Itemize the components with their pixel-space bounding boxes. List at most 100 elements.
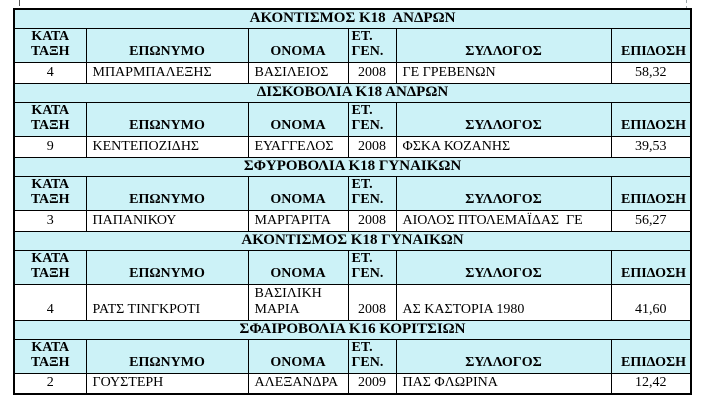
col-header-year: ΕΤ. ΓΕΝ. (347, 27, 397, 63)
cell-name: ΒΑΣΙΛΙΚΗ ΜΑΡΙΑ (247, 283, 349, 321)
col-header-surname: ΕΠΩΝΥΜΟ (85, 249, 249, 285)
column-header-row: ΚΑΤΑ ΤΑΞΗ ΕΠΩΝΥΜΟ ΟΝΟΜΑ ΕΤ. ΓΕΝ. ΣΥΛΛΟΓΟΣ … (13, 338, 692, 374)
col-header-year: ΕΤ. ΓΕΝ. (347, 101, 397, 137)
col-header-year-line2: ΓΕΝ. (351, 354, 384, 370)
col-header-name: ΟΝΟΜΑ (247, 338, 349, 374)
col-header-year-line2: ΓΕΝ. (351, 265, 384, 281)
cell-year: 2008 (347, 61, 397, 84)
cell-year: 2009 (347, 372, 397, 395)
col-header-year-line1: ΕΤ. (351, 176, 373, 192)
col-header-name: ΟΝΟΜΑ (247, 27, 349, 63)
col-header-year: ΕΤ. ΓΕΝ. (347, 175, 397, 211)
col-header-rank-line1: ΚΑΤΑ (31, 339, 70, 355)
col-header-club: ΣΥΛΛΟΓΟΣ (395, 338, 612, 374)
results-table: ΑΚΟΝΤΙΣΜΟΣ Κ18 ΑΝΔΡΩΝ ΚΑΤΑ ΤΑΞΗ ΕΠΩΝΥΜΟ Ο… (13, 8, 693, 395)
col-header-rank-line1: ΚΑΤΑ (31, 250, 70, 266)
page-break-mark (686, 0, 687, 9)
cell-performance: 58,32 (610, 61, 692, 84)
col-header-rank-line1: ΚΑΤΑ (31, 102, 70, 118)
column-header-row: ΚΑΤΑ ΤΑΞΗ ΕΠΩΝΥΜΟ ΟΝΟΜΑ ΕΤ. ΓΕΝ. ΣΥΛΛΟΓΟΣ … (13, 249, 692, 285)
column-header-row: ΚΑΤΑ ΤΑΞΗ ΕΠΩΝΥΜΟ ΟΝΟΜΑ ΕΤ. ΓΕΝ. ΣΥΛΛΟΓΟΣ … (13, 175, 692, 211)
cell-surname: ΠΑΠΑΝΙΚΟΥ (85, 209, 249, 232)
cell-surname: ΚΕΝΤΕΠΟΖΙΔΗΣ (85, 135, 249, 158)
result-row: 9 ΚΕΝΤΕΠΟΖΙΔΗΣ ΕΥΑΓΓΕΛΟΣ 2008 ΦΣΚΑ ΚΟΖΑΝ… (13, 135, 692, 158)
col-header-surname: ΕΠΩΝΥΜΟ (85, 338, 249, 374)
col-header-surname: ΕΠΩΝΥΜΟ (85, 27, 249, 63)
cell-performance: 56,27 (610, 209, 692, 232)
col-header-club: ΣΥΛΛΟΓΟΣ (395, 249, 612, 285)
result-row: 4 ΡΑΤΣ ΤΙΝΓΚΡΟΤΙ ΒΑΣΙΛΙΚΗ ΜΑΡΙΑ 2008 ΑΣ … (13, 283, 692, 321)
col-header-club: ΣΥΛΛΟΓΟΣ (395, 175, 612, 211)
col-header-rank-line1: ΚΑΤΑ (31, 176, 70, 192)
section-title-row: ΔΙΣΚΟΒΟΛΙΑ Κ18 ΑΝΔΡΩΝ (13, 82, 692, 103)
col-header-year: ΕΤ. ΓΕΝ. (347, 249, 397, 285)
cell-rank: 4 (13, 283, 87, 321)
cell-club: ΑΣ ΚΑΣΤΟΡΙΑ 1980 (395, 283, 612, 321)
col-header-surname: ΕΠΩΝΥΜΟ (85, 101, 249, 137)
event-title: ΑΚΟΝΤΙΣΜΟΣ Κ18 ΑΝΔΡΩΝ (13, 8, 692, 29)
result-row: 4 ΜΠΑΡΜΠΑΛΕΞΗΣ ΒΑΣΙΛΕΙΟΣ 2008 ΓΕ ΓΡΕΒΕΝΩ… (13, 61, 692, 84)
col-header-rank-line2: ΤΑΞΗ (31, 265, 70, 281)
cell-surname: ΓΟΥΣΤΕΡΗ (85, 372, 249, 395)
cell-rank: 9 (13, 135, 87, 158)
col-header-rank-line2: ΤΑΞΗ (31, 43, 70, 59)
section-title-row: ΑΚΟΝΤΙΣΜΟΣ Κ18 ΑΝΔΡΩΝ (13, 8, 692, 29)
result-row: 2 ΓΟΥΣΤΕΡΗ ΑΛΕΞΑΝΔΡΑ 2009 ΠΑΣ ΦΛΩΡΙΝΑ 12… (13, 372, 692, 395)
col-header-rank: ΚΑΤΑ ΤΑΞΗ (13, 249, 87, 285)
col-header-performance: ΕΠΙΔΟΣΗ (610, 27, 692, 63)
cell-club: ΓΕ ΓΡΕΒΕΝΩΝ (395, 61, 612, 84)
col-header-club: ΣΥΛΛΟΓΟΣ (395, 27, 612, 63)
col-header-year-line1: ΕΤ. (351, 250, 373, 266)
cell-year: 2008 (347, 135, 397, 158)
col-header-name: ΟΝΟΜΑ (247, 101, 349, 137)
cell-year: 2008 (347, 209, 397, 232)
cell-surname: ΜΠΑΡΜΠΑΛΕΞΗΣ (85, 61, 249, 84)
cell-year: 2008 (347, 283, 397, 321)
cell-rank: 3 (13, 209, 87, 232)
cell-club: ΠΑΣ ΦΛΩΡΙΝΑ (395, 372, 612, 395)
col-header-year-line2: ΓΕΝ. (351, 43, 384, 59)
col-header-rank: ΚΑΤΑ ΤΑΞΗ (13, 338, 87, 374)
col-header-year-line1: ΕΤ. (351, 102, 373, 118)
col-header-club: ΣΥΛΛΟΓΟΣ (395, 101, 612, 137)
col-header-surname: ΕΠΩΝΥΜΟ (85, 175, 249, 211)
col-header-rank-line2: ΤΑΞΗ (31, 354, 70, 370)
cell-performance: 12,42 (610, 372, 692, 395)
cell-name: ΕΥΑΓΓΕΛΟΣ (247, 135, 349, 158)
col-header-year: ΕΤ. ΓΕΝ. (347, 338, 397, 374)
section-title-row: ΑΚΟΝΤΙΣΜΟΣ Κ18 ΓΥΝΑΙΚΩΝ (13, 230, 692, 251)
cell-club: ΑΙΟΛΟΣ ΠΤΟΛΕΜΑΪΔΑΣ ΓΕ (395, 209, 612, 232)
col-header-rank-line2: ΤΑΞΗ (31, 117, 70, 133)
column-header-row: ΚΑΤΑ ΤΑΞΗ ΕΠΩΝΥΜΟ ΟΝΟΜΑ ΕΤ. ΓΕΝ. ΣΥΛΛΟΓΟΣ … (13, 101, 692, 137)
section-title-row: ΣΦΑΙΡΟΒΟΛΙΑ Κ16 ΚΟΡΙΤΣΙΩΝ (13, 319, 692, 340)
section-title-row: ΣΦΥΡΟΒΟΛΙΑ Κ18 ΓΥΝΑΙΚΩΝ (13, 156, 692, 177)
event-title: ΣΦΑΙΡΟΒΟΛΙΑ Κ16 ΚΟΡΙΤΣΙΩΝ (13, 319, 692, 340)
col-header-name: ΟΝΟΜΑ (247, 175, 349, 211)
col-header-rank: ΚΑΤΑ ΤΑΞΗ (13, 101, 87, 137)
event-title: ΑΚΟΝΤΙΣΜΟΣ Κ18 ΓΥΝΑΙΚΩΝ (13, 230, 692, 251)
col-header-name: ΟΝΟΜΑ (247, 249, 349, 285)
result-row: 3 ΠΑΠΑΝΙΚΟΥ ΜΑΡΓΑΡΙΤΑ 2008 ΑΙΟΛΟΣ ΠΤΟΛΕΜ… (13, 209, 692, 232)
cell-rank: 2 (13, 372, 87, 395)
col-header-performance: ΕΠΙΔΟΣΗ (610, 249, 692, 285)
event-title: ΣΦΥΡΟΒΟΛΙΑ Κ18 ΓΥΝΑΙΚΩΝ (13, 156, 692, 177)
col-header-year-line1: ΕΤ. (351, 339, 373, 355)
cell-surname: ΡΑΤΣ ΤΙΝΓΚΡΟΤΙ (85, 283, 249, 321)
cell-performance: 39,53 (610, 135, 692, 158)
cell-performance: 41,60 (610, 283, 692, 321)
event-title: ΔΙΣΚΟΒΟΛΙΑ Κ18 ΑΝΔΡΩΝ (13, 82, 692, 103)
cell-rank: 4 (13, 61, 87, 84)
col-header-rank-line1: ΚΑΤΑ (31, 28, 70, 44)
col-header-performance: ΕΠΙΔΟΣΗ (610, 175, 692, 211)
page-margin-tick (19, 0, 20, 6)
cell-club: ΦΣΚΑ ΚΟΖΑΝΗΣ (395, 135, 612, 158)
col-header-performance: ΕΠΙΔΟΣΗ (610, 338, 692, 374)
col-header-rank-line2: ΤΑΞΗ (31, 191, 70, 207)
col-header-year-line2: ΓΕΝ. (351, 117, 384, 133)
col-header-year-line1: ΕΤ. (351, 28, 373, 44)
col-header-rank: ΚΑΤΑ ΤΑΞΗ (13, 175, 87, 211)
col-header-rank: ΚΑΤΑ ΤΑΞΗ (13, 27, 87, 63)
cell-name: ΜΑΡΓΑΡΙΤΑ (247, 209, 349, 232)
cell-name: ΑΛΕΞΑΝΔΡΑ (247, 372, 349, 395)
